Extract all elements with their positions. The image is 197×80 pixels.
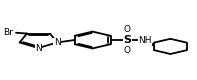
Text: NH: NH bbox=[138, 36, 151, 44]
Text: O: O bbox=[124, 25, 131, 34]
Text: S: S bbox=[123, 35, 131, 45]
Text: Br: Br bbox=[3, 28, 13, 37]
Text: N: N bbox=[35, 44, 42, 53]
Text: N: N bbox=[54, 38, 60, 47]
Text: O: O bbox=[124, 46, 131, 55]
